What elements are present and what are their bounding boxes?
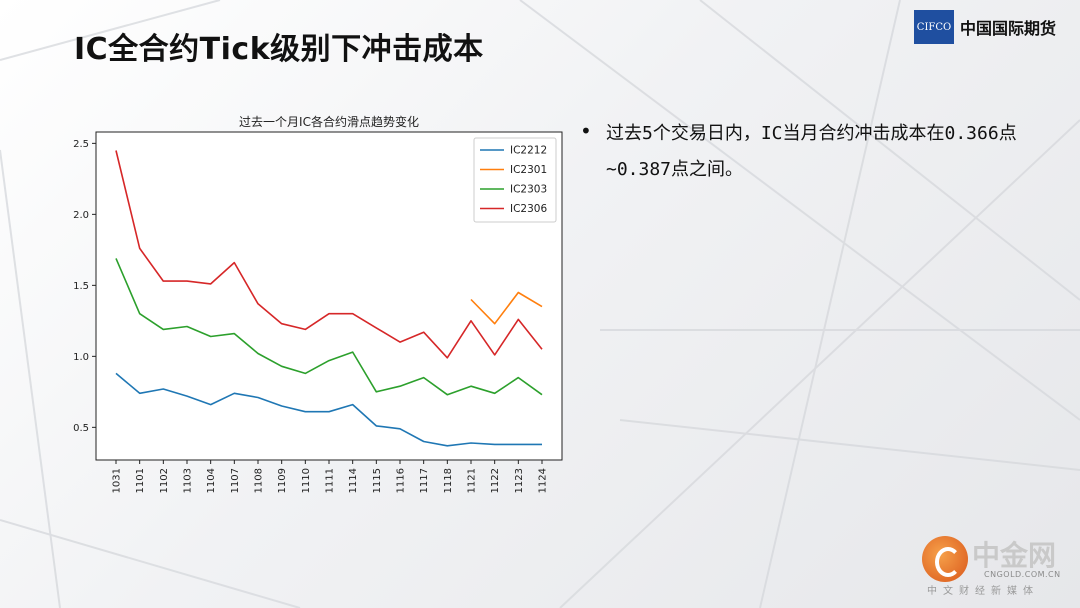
bullet-dot-icon: • [580,119,592,143]
y-tick-label: 1.0 [73,352,89,363]
slippage-line-chart: 过去一个月IC各合约滑点趋势变化 0.5 1.0 1.5 2.0 2.5 1031 1101… [73,114,563,493]
legend-label: IC2301 [510,164,547,176]
x-tick-label: 1111 [325,468,336,493]
chart-title: 过去一个月IC各合约滑点趋势变化 [239,114,419,129]
series-line-ic2212 [115,372,542,447]
x-tick-label: 1108 [254,468,265,493]
x-tick-label: 1122 [490,468,501,493]
bullet-item: • 过去5个交易日内，IC当月合约冲击成本在0.366点~0.387点之间。 [580,116,1050,188]
chart-legend: IC2212 IC2301 IC2303 IC2306 [473,137,557,223]
bullet-list: • 过去5个交易日内，IC当月合约冲击成本在0.366点~0.387点之间。 [580,116,1050,188]
x-tick-label: 1118 [443,468,454,493]
watermark-subtitle: 中文财经新媒体 [927,586,1039,597]
x-tick-label: 1117 [419,468,430,493]
y-tick-label: 0.5 [73,423,89,434]
x-tick-label: 1107 [230,468,241,493]
legend-label: IC2212 [510,145,547,157]
x-tick-label: 1103 [183,468,194,493]
watermark-name: 中金网 [972,539,1057,572]
x-tick-label: 1114 [348,468,359,493]
y-tick-label: 2.5 [73,139,89,150]
y-tick-label: 2.0 [73,210,89,221]
cngold-watermark: 中金网 CNGOLD.COM.CN 中文财经新媒体 [922,532,1072,602]
x-tick-label: 1123 [514,468,525,493]
x-tick-label: 1109 [277,468,288,493]
cifco-logo: CIFCO 中国国际期货 [914,10,1056,44]
x-tick-label: 1102 [159,468,170,493]
series-line-ic2303 [115,258,543,396]
legend-label: IC2303 [510,184,547,196]
bullet-text: 过去5个交易日内，IC当月合约冲击成本在0.366点~0.387点之间。 [606,123,1017,180]
slide-title: IC全合约Tick级别下冲击成本 [74,32,484,67]
x-tick-label: 1031 [112,468,123,493]
y-tick-label: 1.5 [73,281,89,292]
watermark-url: CNGOLD.COM.CN [984,570,1061,579]
legend-box [473,137,557,223]
x-tick-label: 1101 [135,468,146,493]
cifco-logo-mark: CIFCO [914,10,954,44]
series-line-ic2306 [115,150,543,359]
x-tick-label: 1110 [301,468,312,493]
slippage-chart: 过去一个月IC各合约滑点趋势变化 0.5 1.0 1.5 2.0 2.5 1031 1101… [62,108,572,508]
series-line-ic2301 [470,291,543,325]
x-tick-label: 1115 [372,468,383,493]
legend-label: IC2306 [510,203,547,215]
cifco-logo-name: 中国国际期货 [960,19,1057,38]
x-tick-label: 1104 [206,468,217,493]
x-tick-label: 1116 [396,468,407,493]
cngold-logo-icon [922,536,968,582]
x-tick-label: 1124 [538,468,549,493]
x-tick-label: 1121 [467,468,478,493]
